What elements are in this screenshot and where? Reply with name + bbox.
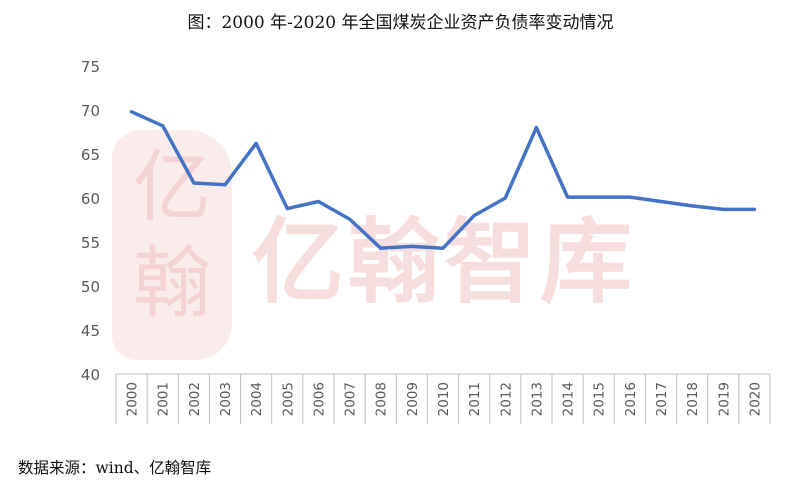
x-tick-label: 2012 [498, 382, 514, 416]
watermark-seal-background [112, 130, 232, 360]
y-tick-label: 55 [81, 234, 100, 252]
x-tick-label: 2016 [623, 382, 639, 416]
x-tick-label: 2009 [405, 382, 421, 416]
data-point [690, 204, 694, 208]
data-point [161, 124, 164, 128]
y-tick-label: 40 [81, 366, 100, 384]
x-tick-label: 2005 [280, 382, 296, 416]
data-point [659, 200, 663, 203]
data-point [628, 195, 632, 199]
x-tick-label: 2000 [125, 382, 141, 416]
data-point [286, 207, 289, 210]
data-point [379, 246, 382, 250]
data-point [441, 246, 445, 250]
data-source-note: 数据来源：wind、亿翰智库 [18, 459, 212, 477]
x-tick-label: 2020 [747, 382, 763, 416]
data-point [192, 181, 196, 185]
x-tick-label: 2002 [187, 382, 203, 416]
data-point [317, 200, 320, 203]
data-point [130, 110, 133, 113]
x-tick-label: 2007 [343, 382, 359, 416]
data-point [348, 217, 351, 221]
x-tick-label: 2003 [218, 382, 234, 416]
y-tick-label: 60 [81, 190, 100, 208]
x-tick-label: 2001 [156, 382, 172, 416]
x-tick-label: 2017 [654, 382, 670, 416]
x-tick-label: 2018 [685, 382, 701, 416]
x-tick-label: 2006 [311, 382, 327, 416]
watermark-text: 亿翰智库 [252, 209, 637, 316]
chart-title: 图：2000 年-2020 年全国煤炭企业资产负债率变动情况 [187, 13, 614, 33]
x-tick-label: 2004 [249, 382, 265, 416]
y-tick-label: 70 [81, 102, 100, 120]
data-point [753, 208, 756, 211]
series-line [129, 110, 757, 250]
data-point [410, 245, 414, 248]
x-tick-label: 2015 [592, 382, 608, 416]
data-point [223, 183, 227, 186]
y-tick-label: 65 [81, 146, 100, 164]
x-tick-label: 2011 [467, 382, 483, 416]
data-point [597, 195, 600, 199]
y-tick-label: 75 [81, 58, 100, 76]
x-tick-label: 2014 [561, 382, 577, 416]
x-tick-label: 2010 [436, 382, 452, 416]
data-point [535, 126, 538, 129]
data-point [722, 208, 725, 211]
data-point [504, 196, 507, 200]
watermark-seal: 亿翰 [132, 143, 211, 329]
data-point [566, 195, 569, 199]
data-point [254, 142, 258, 145]
data-point [472, 214, 476, 217]
x-tick-label: 2019 [716, 382, 732, 416]
y-tick-label: 50 [81, 278, 100, 296]
x-tick-label: 2013 [529, 382, 545, 416]
y-tick-label: 45 [81, 322, 100, 340]
x-tick-label: 2008 [374, 382, 390, 416]
